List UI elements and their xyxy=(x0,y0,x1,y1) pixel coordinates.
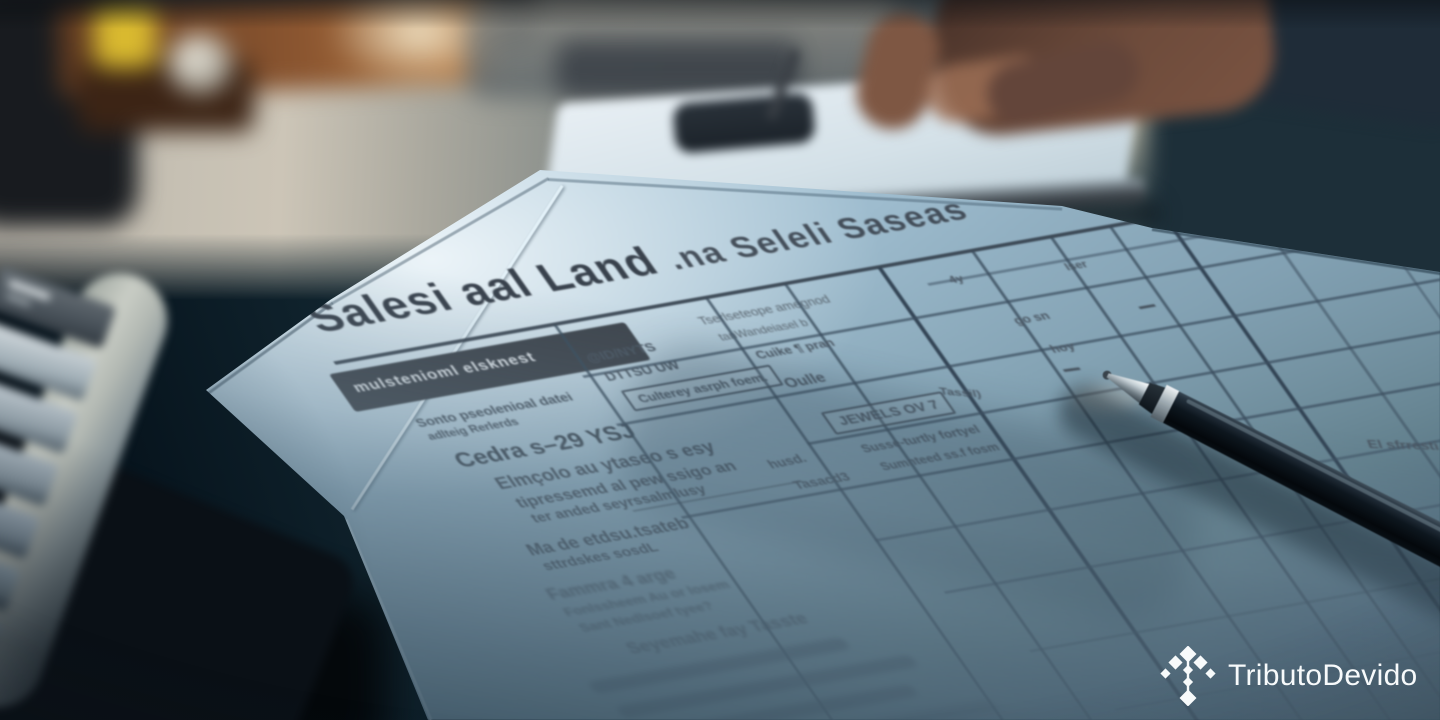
diamond-cluster-icon xyxy=(1160,646,1216,706)
brand-name: TributoDevido xyxy=(1228,659,1418,692)
key-label-mark xyxy=(5,293,32,307)
brand-logo: TributoDevido xyxy=(1160,640,1440,712)
